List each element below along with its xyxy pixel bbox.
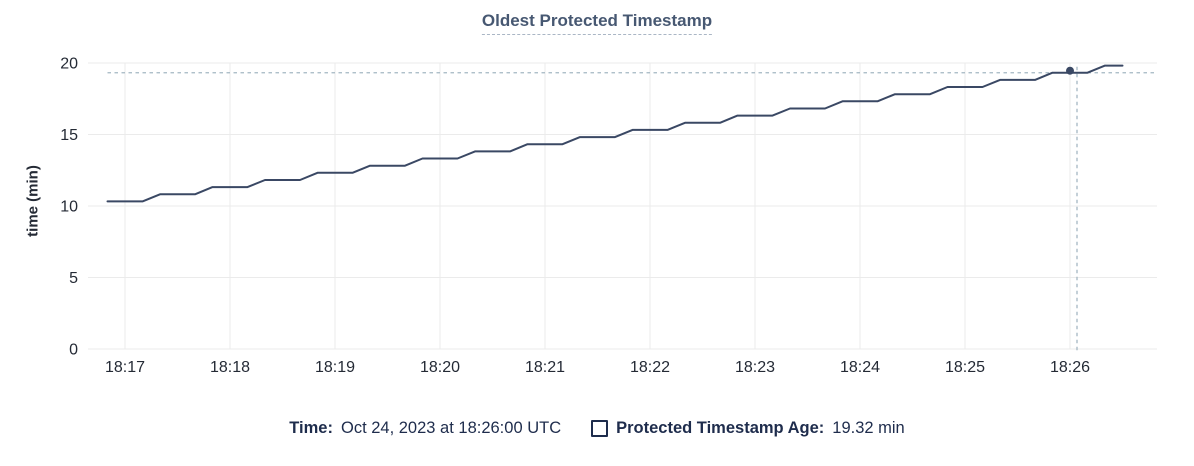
series-checkbox[interactable] [591,419,609,437]
legend-time-value: Oct 24, 2023 at 18:26:00 UTC [340,419,562,437]
x-tick-label: 18:25 [945,359,985,376]
series-line [106,64,1124,203]
y-tick-label: 20 [60,56,78,73]
x-tick-label: 18:19 [315,359,355,376]
y-tick-label: 10 [60,199,78,216]
legend-series-label: Protected Timestamp Age: [616,419,825,437]
x-tick-label: 18:24 [840,359,880,376]
x-tick-label: 18:26 [1050,359,1090,376]
x-tick-label: 18:18 [210,359,250,376]
legend-time-label: Time: [289,419,333,437]
hover-data-point [1066,66,1074,75]
x-tick-label: 18:20 [420,359,460,376]
hover-legend: Time: Oct 24, 2023 at 18:26:00 UTC Prote… [0,417,1194,439]
line-chart-plot-area[interactable]: 0 5 10 15 20 18:17 18:18 18:19 18:20 18:21 18:22 18… [0,0,1194,402]
x-tick-label: 18:17 [105,359,145,376]
x-tick-label: 18:22 [630,359,670,376]
y-tick-label: 15 [60,127,78,144]
legend-series-value: 19.32 min [832,419,905,437]
y-tick-label: 5 [69,270,78,287]
x-tick-label: 18:21 [525,359,565,376]
x-tick-label: 18:23 [735,359,775,376]
y-tick-label: 0 [69,342,78,359]
chart-title[interactable]: Oldest Protected Timestamp [481,11,713,35]
